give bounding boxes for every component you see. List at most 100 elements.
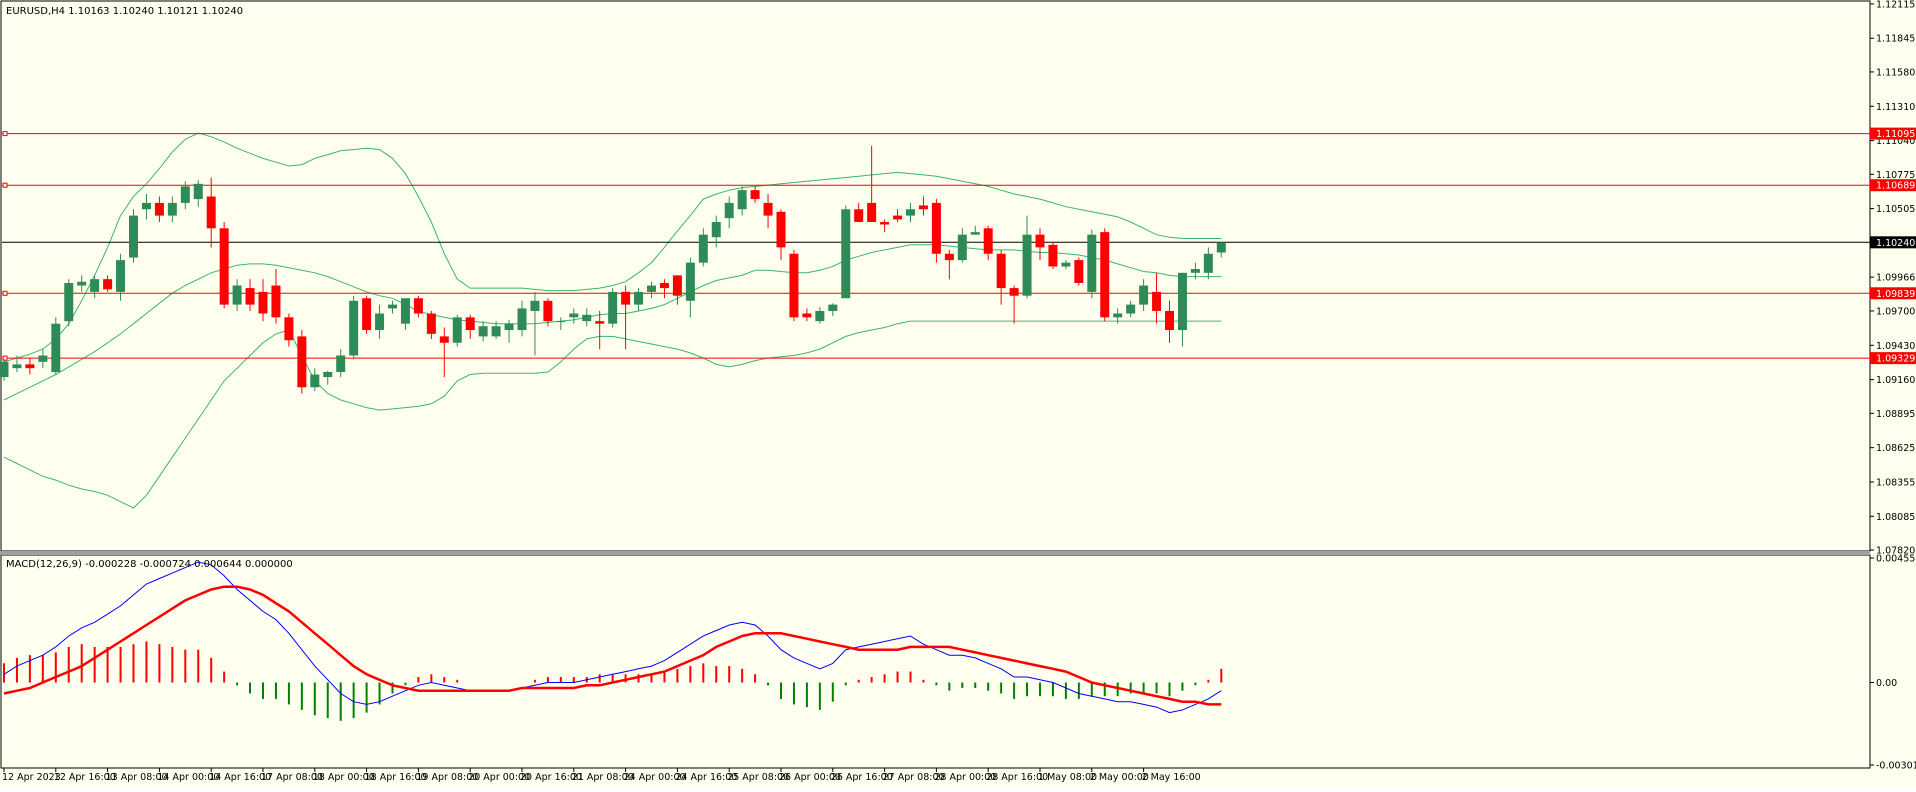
candle-body [1177, 272, 1187, 331]
time-axis-label: 12 Apr 16:00 [54, 772, 116, 783]
candle-body [517, 308, 527, 331]
time-axis-label: 20 Apr 16:00 [520, 772, 582, 783]
candle-body [362, 298, 372, 331]
candle-body [763, 202, 773, 216]
candle-body [64, 282, 74, 322]
price-axis-label: 1.08895 [1876, 409, 1915, 420]
candle-body [906, 209, 915, 216]
candle-body [38, 355, 48, 362]
bollinger-upper-line [3, 132, 1222, 363]
candle-body [556, 321, 566, 323]
candle-body [258, 291, 268, 314]
candle-body [465, 317, 475, 331]
candle-body [724, 202, 734, 219]
time-axis-label: 26 Apr 00:00 [779, 772, 841, 783]
macd-header: MACD(12,26,9) -0.000228 -0.000724 0.0006… [6, 559, 293, 570]
candle-body [167, 202, 177, 216]
candle-body [582, 314, 592, 322]
time-axis-label: 1 May 08:00 [1038, 772, 1097, 783]
level-price-label: 1.09329 [1876, 354, 1915, 365]
candle-body [880, 221, 890, 225]
candle-body [439, 336, 449, 343]
macd-line [3, 561, 1222, 714]
candle-body [1190, 269, 1200, 273]
price-layer [0, 131, 1870, 509]
level-price-label: 1.10689 [1876, 181, 1915, 192]
candle-body [996, 253, 1006, 289]
time-axis-label: 24 Apr 00:00 [624, 772, 686, 783]
level-anchor-handle[interactable] [2, 182, 8, 188]
candle-body [776, 211, 786, 248]
candle-body [815, 310, 825, 322]
level-anchor-handle[interactable] [2, 131, 8, 137]
candle-body [1035, 234, 1045, 248]
candle-body [854, 209, 864, 222]
candle-body [129, 215, 138, 258]
level-price-tag [1870, 287, 1916, 300]
candle-body [426, 313, 436, 334]
candle-body [77, 281, 87, 286]
candle-body [595, 321, 605, 324]
candle-body [413, 298, 423, 314]
candle-body [685, 262, 695, 301]
candle-body [336, 355, 346, 372]
level-anchor-handle[interactable] [2, 290, 8, 296]
candle-body [1126, 304, 1136, 314]
candle-body [970, 232, 980, 235]
candle-body [918, 205, 928, 210]
time-axis-label: 26 Apr 16:00 [831, 772, 893, 783]
candle-body [659, 282, 669, 289]
panel-splitter[interactable] [0, 551, 1870, 555]
candle-body [957, 234, 967, 261]
candle-body [1074, 260, 1084, 283]
candle-body [1152, 291, 1162, 311]
candle-body [931, 202, 941, 254]
macd-axis-label: 0.00 [1876, 678, 1897, 689]
price-axis-label: 1.09700 [1876, 306, 1915, 317]
candle-body [400, 298, 410, 324]
current-price-label: 1.10240 [1876, 238, 1915, 249]
candle-body [672, 275, 682, 296]
price-axis-label: 1.09430 [1876, 341, 1915, 352]
price-axis-label: 1.11580 [1876, 67, 1915, 78]
candle-body [634, 291, 644, 305]
time-axis-label: 28 Apr 00:00 [934, 772, 996, 783]
candle-body [1113, 313, 1123, 318]
candle-body [802, 313, 812, 318]
candle-body [789, 253, 799, 318]
time-axis-label: 18 Apr 00:00 [313, 772, 375, 783]
level-price-tag [1870, 127, 1916, 140]
candle-body [193, 183, 203, 200]
time-axis-label: 28 Apr 16:00 [986, 772, 1048, 783]
candle-body [375, 313, 385, 331]
candle-body [284, 317, 294, 341]
candle-body [245, 288, 255, 305]
candle-body [828, 304, 838, 311]
candle-body [750, 190, 760, 200]
candle-body [944, 253, 954, 261]
level-anchor-handle[interactable] [2, 355, 8, 361]
time-axis-label: 2 May 00:00 [1090, 772, 1149, 783]
candle-body [271, 285, 281, 318]
candle-body [206, 196, 216, 229]
candle-body [51, 323, 61, 372]
candle-body [180, 186, 190, 203]
candle-body [323, 371, 333, 378]
candle-body [621, 291, 631, 305]
candle-body [219, 228, 229, 305]
candle-body [543, 300, 553, 322]
candle-body [1100, 232, 1110, 318]
candle-body [12, 364, 22, 369]
time-axis-label: 14 Apr 16:00 [209, 772, 271, 783]
price-axis-label: 1.08625 [1876, 443, 1915, 454]
level-price-tag [1870, 352, 1916, 365]
price-axis-label: 1.11845 [1876, 34, 1915, 45]
time-axis-label: 13 Apr 08:00 [106, 772, 168, 783]
candle-body [711, 221, 721, 238]
price-panel-frame [0, 0, 1871, 552]
candle-body [983, 228, 993, 254]
candle-body [1203, 253, 1213, 273]
